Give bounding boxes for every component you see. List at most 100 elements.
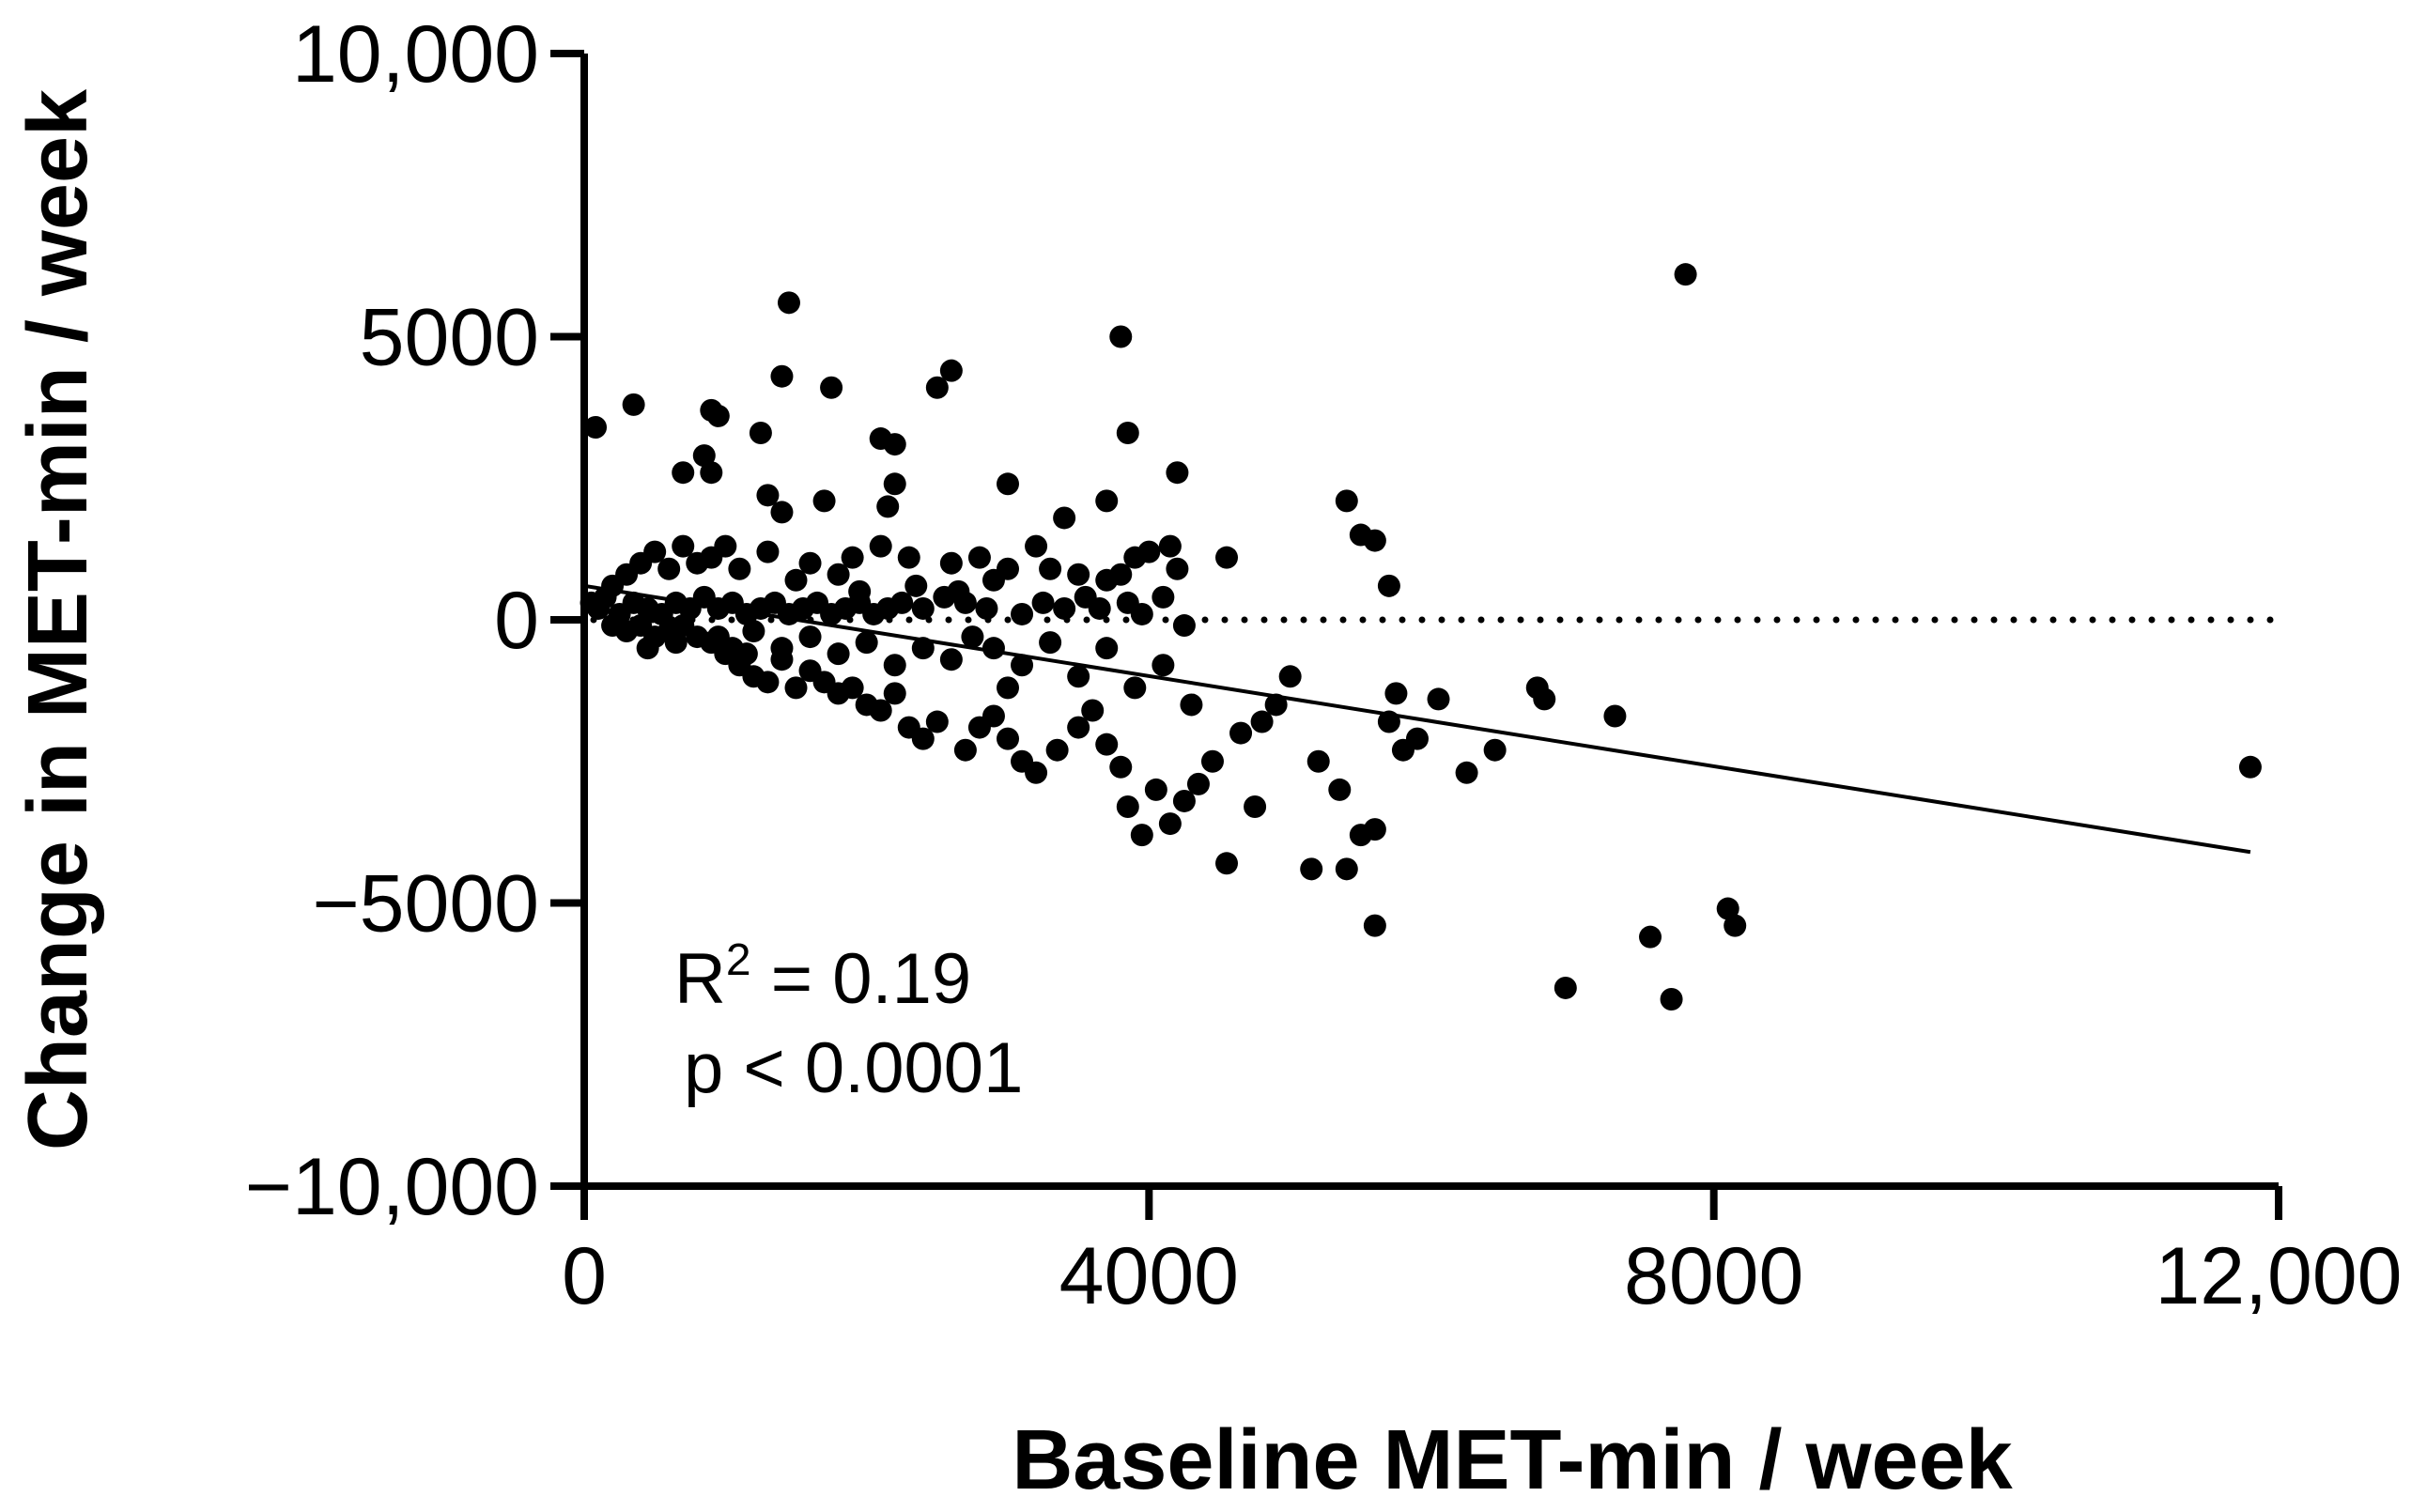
scatter-point [1039,557,1062,580]
scatter-point [1674,263,1697,286]
scatter-point [1363,914,1386,937]
scatter-point [1031,591,1055,614]
scatter-point [1250,710,1274,733]
scatter-point [997,472,1019,496]
scatter-point [1109,563,1133,586]
data-points [580,263,2262,1011]
r2-superscript: 2 [726,935,751,985]
scatter-point [1278,665,1302,688]
x-tick-label: 8000 [1624,1231,1803,1321]
scatter-point [997,727,1019,750]
scatter-point [883,654,906,677]
x-tick-label: 4000 [1059,1231,1239,1321]
scatter-point [1130,824,1153,847]
scatter-point [1067,563,1090,586]
scatter-point [1215,546,1239,569]
scatter-point [1533,687,1556,711]
scatter-point [1116,795,1139,818]
axis-ticks: 10,000 5000 0 −5000 −10,000 0 4000 8000 12,000 [245,9,2403,1321]
scatter-point [1244,795,1267,818]
scatter-point [883,433,906,456]
scatter-point [827,642,850,666]
scatter-point [700,461,723,485]
scatter-point [657,557,681,580]
scatter-point [1025,761,1048,784]
scatter-point [664,631,688,655]
scatter-point [784,676,808,700]
scatter-point [1095,637,1119,660]
scatter-point [1152,585,1175,609]
scatter-point [1716,897,1739,920]
scatter-point [1116,422,1139,445]
scatter-point [883,472,906,496]
scatter-point [1639,925,1662,949]
scatter-point [855,631,878,655]
scatter-point [784,568,808,592]
scatter-point [1109,325,1133,348]
scatter-point [1335,489,1358,513]
scatter-point [869,534,892,558]
x-axis-title: Baseline MET-min / week [1012,1413,2013,1507]
scatter-point [911,596,935,620]
scatter-point [1186,772,1210,795]
scatter-point [1215,852,1239,875]
scatter-point [1144,778,1167,801]
scatter-point [982,704,1005,728]
scatter-point [1088,596,1111,620]
scatter-point [1554,976,1577,999]
scatter-point [2238,755,2262,779]
scatter-point [770,637,794,660]
scatter-point [706,404,730,427]
scatter-point [939,359,963,382]
scatter-point [1011,654,1034,677]
scatter-point [1053,596,1076,620]
scatter-point [1095,733,1119,756]
x-tick-label: 0 [562,1231,607,1321]
scatter-point [636,637,659,660]
scatter-point [997,676,1019,700]
scatter-point [1483,738,1507,762]
scatter-point [1660,988,1683,1011]
scatter-point [1067,716,1090,739]
scatter-point [756,671,780,694]
scatter-point [1053,506,1076,530]
p-value-annotation: p < 0.0001 [684,1028,1023,1108]
scatter-point [812,489,836,513]
r2-value: = 0.19 [751,939,972,1019]
scatter-point [1109,755,1133,779]
scatter-point [672,534,695,558]
scatter-point [1130,602,1153,625]
scatter-point [749,422,772,445]
scatter-point [1200,749,1224,773]
scatter-point [925,376,949,399]
scatter-point [686,551,709,575]
scatter-point [1123,676,1147,700]
scatter-point [1229,721,1253,745]
scatter-point [1363,818,1386,841]
scatter-point [939,648,963,671]
scatter-point [728,557,751,580]
scatter-point [1306,749,1330,773]
scatter-point [869,699,892,722]
scatter-point [798,551,822,575]
r-squared-annotation: R2 = 0.19 [674,935,971,1019]
regression-line [583,583,2251,855]
scatter-point [734,642,758,666]
scatter-point [1025,534,1048,558]
scatter-point [756,484,780,507]
scatter-point [1172,789,1196,812]
scatter-point [1377,574,1400,597]
scatter-point [1172,614,1196,638]
scatter-point [904,574,928,597]
scatter-point [692,444,716,468]
scatter-point [911,727,935,750]
scatter-point [1045,738,1069,762]
scatter-point [1405,727,1429,750]
scatter-point [1328,778,1352,801]
scatter-point [1166,461,1189,485]
scatter-point [1603,704,1627,728]
scatter-point [798,625,822,649]
r2-base: R [674,939,726,1019]
scatter-point [742,620,765,643]
